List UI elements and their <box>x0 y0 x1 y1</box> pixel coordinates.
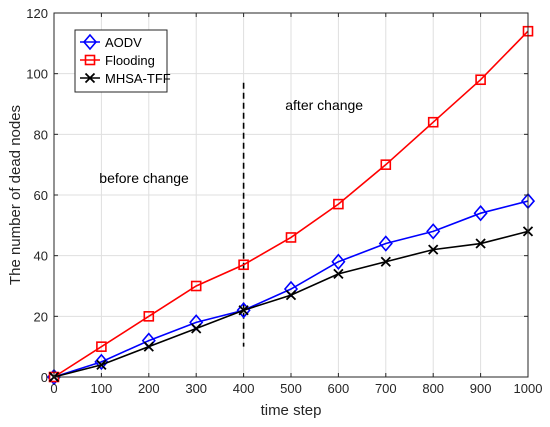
x-tick-label: 700 <box>375 381 397 396</box>
legend-label: AODV <box>105 35 142 50</box>
data-point-mhsa-tff <box>333 268 344 280</box>
data-point-flooding <box>143 311 155 322</box>
data-point-aodv <box>331 253 346 270</box>
x-tick-label: 500 <box>280 381 302 396</box>
series-mhsa-tff <box>48 226 534 383</box>
y-tick-label: 120 <box>26 6 48 21</box>
legend-label: MHSA-TFF <box>105 71 171 86</box>
x-tick-label: 900 <box>470 381 492 396</box>
data-point-aodv <box>473 204 488 222</box>
data-point-mhsa-tff <box>428 244 439 255</box>
data-point-flooding <box>190 280 202 292</box>
x-tick-label: 200 <box>138 381 160 396</box>
y-tick-label: 0 <box>41 370 48 385</box>
legend: AODV Flooding MHSA-TFF <box>74 29 171 93</box>
data-point-flooding <box>475 74 486 86</box>
series-aodv <box>46 192 536 386</box>
data-point-flooding <box>285 232 297 243</box>
data-point-flooding <box>96 341 107 352</box>
data-point-aodv <box>426 223 441 240</box>
data-point-mhsa-tff <box>380 256 391 267</box>
x-tick-label: 800 <box>422 381 444 396</box>
annotation-before-change: before change <box>99 170 189 186</box>
series-flooding <box>48 25 534 383</box>
legend-box <box>74 29 168 93</box>
legend-swatch-marker <box>84 72 96 84</box>
x-tick-label: 100 <box>91 381 113 396</box>
data-point-flooding <box>238 259 249 271</box>
x-tick-label: 300 <box>185 381 207 396</box>
data-point-mhsa-tff <box>191 323 202 334</box>
data-point-aodv <box>236 302 251 319</box>
legend-item-flooding: Flooding <box>80 53 155 68</box>
data-point-aodv <box>378 235 393 252</box>
y-tick-label: 20 <box>34 309 48 324</box>
data-point-flooding <box>427 116 439 128</box>
data-point-mhsa-tff <box>143 341 154 352</box>
data-point-mhsa-tff <box>96 359 107 371</box>
series-line-flooding <box>53 30 529 378</box>
tick-layer: 0 100 200 300 400 500 600 700 800 900 1000 0 20 40 60 8… <box>26 6 542 396</box>
legend-label: Flooding <box>105 53 155 68</box>
plot-border <box>53 12 529 378</box>
y-tick-label: 60 <box>34 188 48 203</box>
x-tick-label: 1000 <box>514 381 543 396</box>
data-point-mhsa-tff <box>238 305 249 316</box>
annotation-after-change: after change <box>285 97 363 113</box>
legend-swatch-marker <box>84 54 96 66</box>
legend-item-mhsa-tff: MHSA-TFF <box>80 71 171 86</box>
data-point-mhsa-tff <box>475 238 486 249</box>
y-tick-label: 80 <box>34 127 48 142</box>
series-line-aodv <box>53 200 529 378</box>
data-point-flooding <box>380 159 392 170</box>
y-tick-label: 100 <box>26 67 48 82</box>
series-layer <box>46 25 536 386</box>
y-axis-label: The number of dead nodes <box>7 105 24 285</box>
x-tick-label: 0 <box>50 381 57 396</box>
x-tick-label: 600 <box>328 381 350 396</box>
data-point-mhsa-tff <box>285 289 297 301</box>
x-axis-label: time step <box>261 402 322 419</box>
legend-swatch-marker <box>82 33 98 51</box>
legend-item-aodv: AODV <box>80 33 142 51</box>
y-tick-label: 40 <box>34 249 48 264</box>
data-point-flooding <box>333 198 344 210</box>
x-tick-label: 400 <box>233 381 255 396</box>
data-point-aodv <box>94 353 109 371</box>
